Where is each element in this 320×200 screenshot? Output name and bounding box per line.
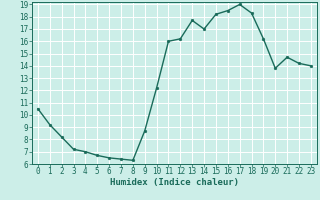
X-axis label: Humidex (Indice chaleur): Humidex (Indice chaleur) (110, 178, 239, 187)
